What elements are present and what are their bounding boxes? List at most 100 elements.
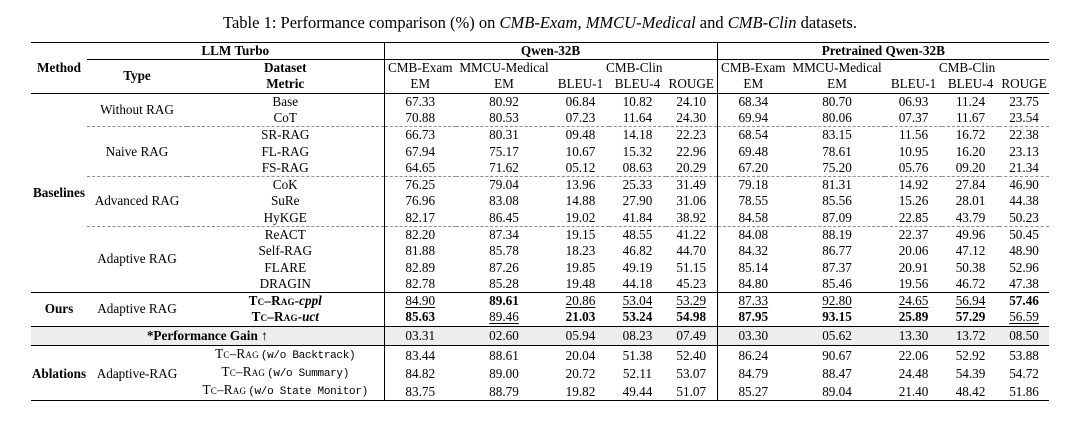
method-name-suffix: -uct — [297, 309, 319, 325]
metric-header-em: EM — [383, 76, 456, 94]
table-row: Tc–Rag (w/o Summary) 84.82 89.00 20.72 52.11 5… — [31, 364, 1049, 383]
metric-value: 80.31 — [489, 127, 519, 143]
metric-value: 51.86 — [1009, 383, 1039, 399]
metric-value: 22.96 — [676, 143, 707, 159]
method-name: CoK — [272, 177, 298, 193]
table-row: Self-RAG 81.88 85.78 18.23 46.82 44.70 84.32 86… — [31, 243, 1049, 260]
metric-value: 54.98 — [666, 309, 718, 327]
metric-value: 48.90 — [1009, 243, 1039, 259]
metric-value: 82.17 — [383, 209, 456, 227]
metric-value: 20.06 — [898, 243, 929, 259]
metric-value: 25.89 — [885, 309, 943, 327]
table-row: Ours Adaptive RAG Tc–Rag-cppl 84.90 89.61 20.… — [31, 292, 1049, 327]
metric-value: 56.94 — [955, 293, 986, 309]
metric-value: 11.24 — [955, 93, 986, 109]
metric-value: 22.06 — [898, 347, 929, 363]
col-header-method: Method — [31, 42, 87, 94]
method-name: DRAGIN — [187, 275, 384, 294]
metric-value: 87.95 — [716, 309, 790, 327]
method-label: Ours — [31, 292, 87, 327]
group-header-pretrained-qwen-32b: Pretrained Qwen-32B — [716, 42, 1050, 61]
table-row: FS-RAG 64.65 71.62 05.12 08.63 20.29 67.20 75.2… — [31, 159, 1050, 178]
metric-value: 51.07 — [676, 383, 707, 399]
method-name: CoT — [187, 109, 384, 128]
metric-value: 85.27 — [716, 382, 790, 401]
metric-value: 19.48 — [552, 275, 609, 294]
rag-type-label: Without RAG — [87, 93, 187, 128]
metric-value: 13.72 — [942, 326, 1000, 347]
metric-value: 50.23 — [999, 209, 1050, 227]
metric-value: 80.92 — [489, 93, 519, 109]
metric-value: 08.63 — [609, 159, 666, 178]
metric-value: 85.28 — [456, 275, 552, 294]
metric-value: 84.58 — [716, 209, 790, 227]
metric-value: 23.75 — [1009, 93, 1039, 109]
metric-value: 53.04 — [622, 293, 653, 309]
rag-type-label: Adaptive-RAG — [96, 365, 178, 381]
metric-value: 80.06 — [789, 109, 886, 128]
method-label: Ablations — [31, 365, 87, 381]
metric-value: 47.12 — [955, 243, 986, 259]
metric-value: 90.67 — [822, 347, 852, 363]
rag-type-label: Naive RAG — [87, 126, 187, 178]
metric-value: 19.82 — [565, 383, 596, 399]
table-row: Ablations Adaptive-RAG Tc–Rag (w/o Backtrac… — [31, 345, 1049, 381]
metric-header-em: EM — [789, 76, 886, 94]
metric-value: 88.61 — [489, 347, 519, 363]
metric-value: 44.38 — [1009, 193, 1039, 209]
metric-value: 08.23 — [609, 326, 666, 347]
col-header-metric: Metric — [187, 76, 384, 94]
metric-value: 03.30 — [716, 326, 790, 347]
metric-value: 24.10 — [676, 93, 707, 109]
metric-value: 52.96 — [1009, 259, 1039, 275]
metric-value: 67.33 — [383, 93, 456, 110]
metric-value: 07.23 — [552, 109, 609, 128]
metric-value: 52.92 — [955, 347, 986, 363]
metric-value: 51.38 — [622, 347, 653, 363]
caption-text: datasets. — [796, 13, 857, 32]
metric-value: 51.15 — [676, 259, 707, 275]
dataset-name: CMB-Exam — [499, 13, 578, 32]
metric-value: 02.60 — [456, 326, 552, 347]
metric-value: 84.90 — [383, 292, 456, 310]
group-header-qwen-32b: Qwen-32B — [383, 42, 718, 61]
metric-value: 41.22 — [676, 226, 707, 242]
table-row: Advanced RAG CoK 76.25 79.04 13.96 25.33 31.49… — [31, 176, 1049, 227]
table-row: DRAGIN 82.78 85.28 19.48 44.18 45.23 84.80 85.4… — [31, 275, 1050, 294]
metric-value: 84.32 — [716, 243, 790, 260]
table-row: FLARE 82.89 87.26 19.85 49.19 51.15 85.14 87.37… — [31, 259, 1049, 276]
metric-value: 83.08 — [489, 193, 519, 209]
metric-value: 13.30 — [885, 326, 943, 347]
metric-value: 14.18 — [622, 127, 653, 143]
metric-value: 84.80 — [716, 275, 790, 294]
table-row: SuRe 76.96 83.08 14.88 27.90 31.06 78.55 85.56 1… — [31, 193, 1049, 210]
metric-value: 76.96 — [383, 193, 456, 210]
metric-header-rouge: ROUGE — [999, 76, 1050, 94]
dataset-name: MMCU-Medical — [585, 13, 696, 32]
method-name-smallcaps: Tc–Rag — [202, 382, 247, 398]
col-header-dataset: Dataset — [264, 60, 307, 76]
metric-header-bleu4: BLEU-4 — [609, 76, 666, 94]
method-name: Tc–Rag-uct — [187, 309, 384, 327]
metric-value: 48.42 — [955, 383, 986, 399]
metric-header-em: EM — [456, 76, 552, 94]
metric-value: 69.94 — [716, 109, 790, 128]
metric-value: 45.23 — [666, 275, 718, 294]
metric-value: 53.07 — [676, 365, 707, 381]
table-row: Tc–Rag-uct 85.63 89.46 21.03 53.24 54.98 87.95… — [31, 309, 1050, 327]
method-name: Tc–Rag (w/o Backtrack) — [187, 346, 384, 365]
metric-value: 49.96 — [955, 226, 986, 242]
table-body: Baselines Without RAG Base 67.33 80.92 06.84 1… — [31, 93, 1050, 401]
metric-value: 05.76 — [885, 159, 943, 178]
metric-value: 52.40 — [676, 347, 707, 363]
metric-value: 81.31 — [822, 177, 852, 193]
metric-value: 27.84 — [955, 177, 986, 193]
metric-value: 25.33 — [622, 177, 653, 193]
dataset-header-mmcu-medical-2: MMCU-Medical — [792, 60, 882, 76]
metric-value: 10.95 — [898, 143, 929, 159]
method-name: SuRe — [270, 193, 300, 209]
metric-value: 67.20 — [716, 159, 790, 178]
metric-value: 23.13 — [1009, 143, 1039, 159]
metric-value: 46.82 — [622, 243, 653, 259]
metric-value: 80.53 — [456, 109, 552, 128]
